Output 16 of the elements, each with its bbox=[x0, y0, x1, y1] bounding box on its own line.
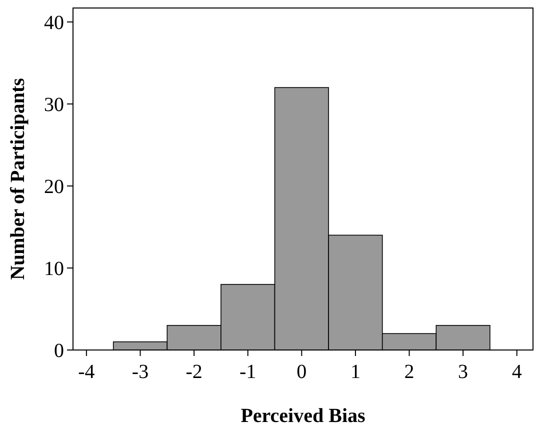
y-tick-label: 20 bbox=[44, 176, 64, 198]
x-tick-label: 2 bbox=[404, 361, 414, 383]
x-axis-title: Perceived Bias bbox=[240, 405, 366, 427]
x-tick-label: -4 bbox=[78, 361, 95, 383]
x-tick-label: -1 bbox=[240, 361, 256, 383]
x-tick-label: -3 bbox=[132, 361, 149, 383]
x-tick-label: 0 bbox=[296, 361, 307, 383]
y-tick-label: 40 bbox=[44, 12, 64, 34]
y-tick-label: 30 bbox=[44, 94, 64, 116]
x-tick-label: 4 bbox=[512, 361, 522, 383]
y-tick-label: 10 bbox=[44, 258, 64, 280]
x-tick-label: 3 bbox=[458, 361, 468, 383]
y-axis-title: Number of Participants bbox=[7, 78, 29, 280]
x-tick-label: -2 bbox=[186, 361, 202, 383]
y-tick-label: 0 bbox=[54, 340, 64, 362]
x-tick-label: 1 bbox=[350, 361, 360, 383]
